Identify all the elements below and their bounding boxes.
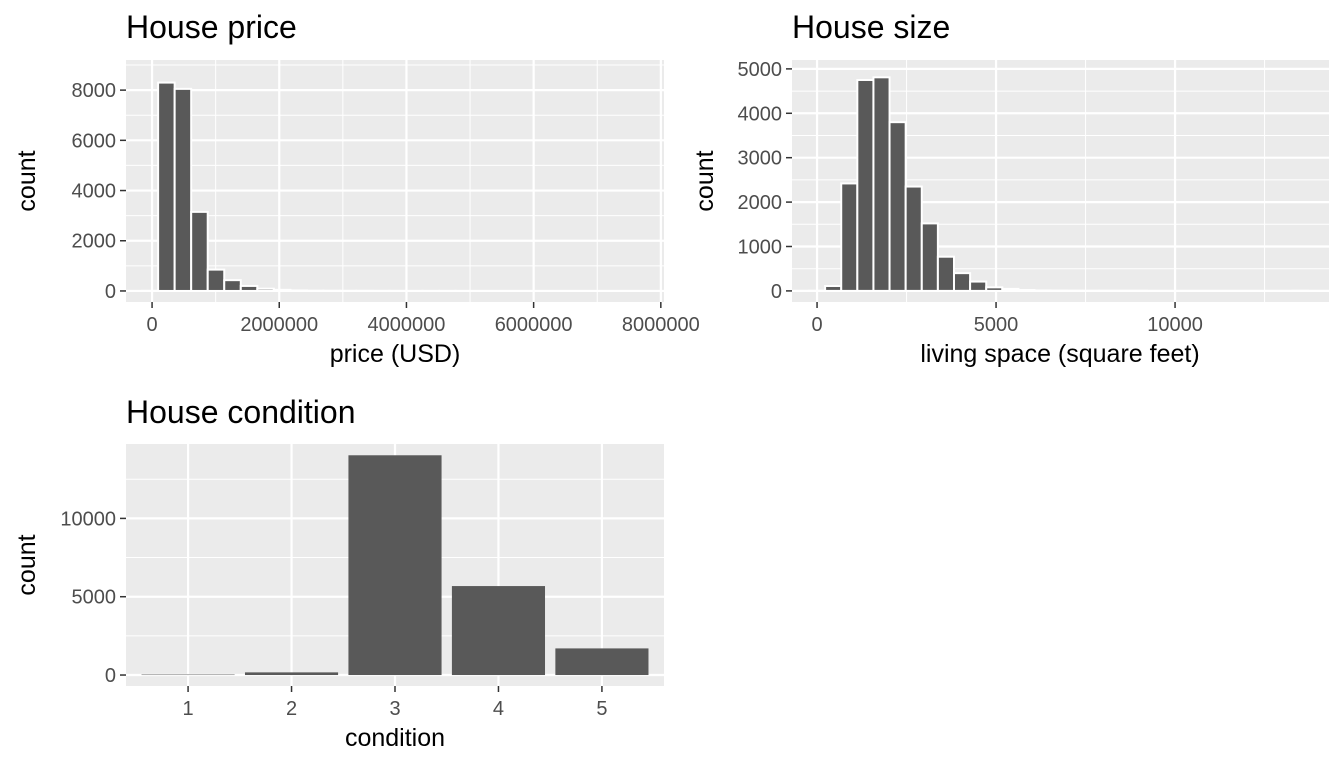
size-x-axis-title: living space (square feet) <box>920 340 1199 368</box>
size-x-tick-label: 10000 <box>1147 314 1203 336</box>
price-bar <box>256 287 275 292</box>
condition-x-tick-label: 1 <box>183 698 194 720</box>
size-bar <box>904 185 923 292</box>
price-bar <box>206 268 226 292</box>
price-x-tick-label: 2000000 <box>240 314 318 336</box>
size-y-tick-label: 2000 <box>738 192 783 214</box>
price-y-tick-label: 8000 <box>72 80 117 102</box>
price-y-tick-label: 2000 <box>72 231 117 253</box>
size-bar <box>969 280 988 292</box>
price-bar <box>272 288 292 292</box>
price-x-tick-label: 8000000 <box>622 314 700 336</box>
condition-chart-title: House condition <box>126 394 355 430</box>
size-bar <box>888 121 907 292</box>
condition-x-tick-label: 3 <box>389 698 400 720</box>
price-bar <box>173 87 193 292</box>
condition-bar <box>451 586 546 676</box>
size-x-tick-label: 5000 <box>974 314 1019 336</box>
size-bar <box>872 76 891 292</box>
size-bar <box>1001 287 1020 292</box>
price-y-tick-label: 4000 <box>72 181 117 203</box>
price-chart: House price 0 2000 4000 6000 8000 0 2000000 400… <box>13 9 700 368</box>
condition-bar <box>555 648 649 676</box>
condition-bar <box>348 455 442 676</box>
condition-x-tick-label: 4 <box>493 698 504 720</box>
price-chart-title: House price <box>126 9 297 45</box>
price-axes: 0 2000 4000 6000 8000 0 2000000 4000000 6000000 8… <box>72 80 700 336</box>
size-bar <box>1017 289 1036 292</box>
condition-x-axis-title: condition <box>345 724 445 752</box>
size-y-tick-label: 5000 <box>738 59 783 81</box>
size-chart-title: House size <box>792 9 950 45</box>
condition-x-tick-label: 2 <box>286 698 297 720</box>
condition-y-tick-label: 5000 <box>72 587 117 609</box>
price-x-tick-label: 4000000 <box>368 314 446 336</box>
size-x-tick-label: 0 <box>811 314 822 336</box>
price-y-tick-label: 6000 <box>72 130 117 152</box>
condition-bar <box>244 672 339 676</box>
price-x-tick-label: 0 <box>147 314 158 336</box>
size-y-tick-label: 0 <box>771 281 782 303</box>
condition-y-axis-title: count <box>13 534 41 595</box>
condition-chart: House condition 0 5000 10000 1 2 3 4 5 conditio… <box>13 394 664 752</box>
price-bar <box>289 289 308 292</box>
size-y-tick-label: 3000 <box>738 148 783 170</box>
size-bar <box>824 285 843 292</box>
size-bar <box>985 286 1004 292</box>
condition-y-tick-label: 0 <box>105 665 116 687</box>
price-y-axis-title: count <box>13 150 41 211</box>
price-x-tick-label: 6000000 <box>495 314 573 336</box>
price-bar <box>190 210 209 292</box>
price-bar <box>157 81 176 292</box>
price-bars <box>140 81 656 292</box>
condition-axes: 0 5000 10000 1 2 3 4 5 <box>60 508 607 720</box>
size-bar <box>920 222 939 292</box>
price-y-tick-label: 0 <box>105 281 116 303</box>
size-y-tick-label: 1000 <box>738 236 783 258</box>
size-y-tick-label: 4000 <box>738 103 783 125</box>
size-bars <box>808 76 1310 292</box>
size-y-axis-title: count <box>691 150 719 211</box>
size-chart: House size 0 1000 2000 3000 4000 5000 0 5000 100… <box>691 9 1329 368</box>
condition-x-tick-label: 5 <box>596 698 607 720</box>
condition-bars <box>141 455 649 676</box>
size-bar <box>952 272 972 292</box>
size-axes: 0 1000 2000 3000 4000 5000 0 5000 10000 <box>738 59 1203 336</box>
size-bar <box>936 255 955 292</box>
price-bar <box>223 279 242 292</box>
size-bar <box>840 182 859 292</box>
price-bar <box>239 284 259 292</box>
condition-y-tick-label: 10000 <box>60 508 116 530</box>
size-bar <box>856 78 875 292</box>
price-x-axis-title: price (USD) <box>330 340 461 368</box>
